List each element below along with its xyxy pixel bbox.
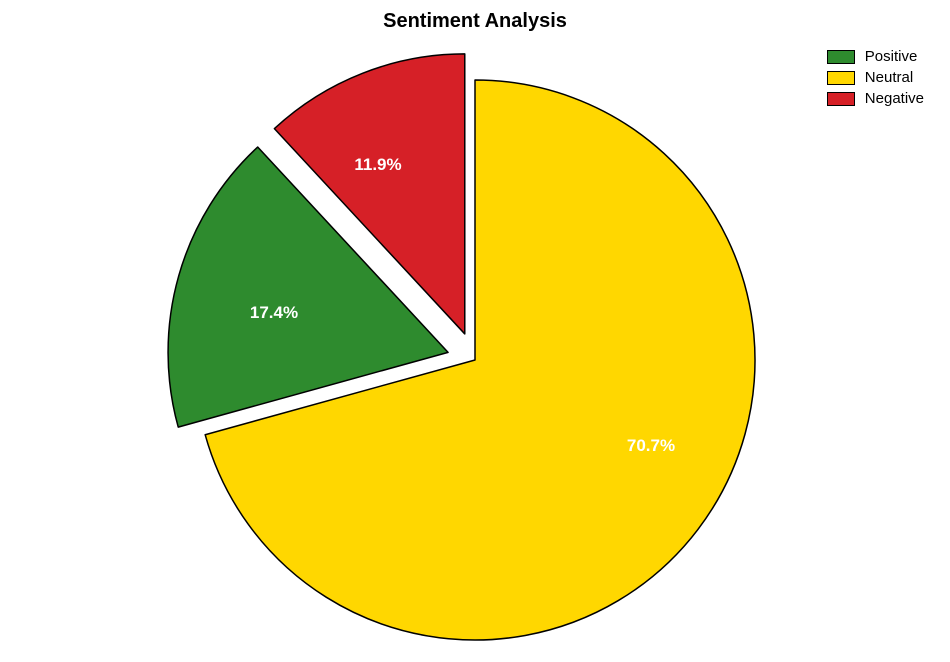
legend-label-neutral: Neutral (865, 69, 913, 86)
pie-chart (0, 0, 950, 662)
slice-label-positive: 17.4% (250, 303, 298, 323)
legend-item-positive: Positive (827, 48, 924, 65)
legend-item-negative: Negative (827, 90, 924, 107)
slice-label-negative: 11.9% (354, 155, 401, 175)
legend: Positive Neutral Negative (827, 48, 924, 111)
legend-swatch-neutral (827, 71, 855, 85)
legend-label-negative: Negative (865, 90, 924, 107)
legend-swatch-positive (827, 50, 855, 64)
slice-label-neutral: 70.7% (627, 436, 675, 456)
legend-swatch-negative (827, 92, 855, 106)
legend-label-positive: Positive (865, 48, 918, 65)
legend-item-neutral: Neutral (827, 69, 924, 86)
